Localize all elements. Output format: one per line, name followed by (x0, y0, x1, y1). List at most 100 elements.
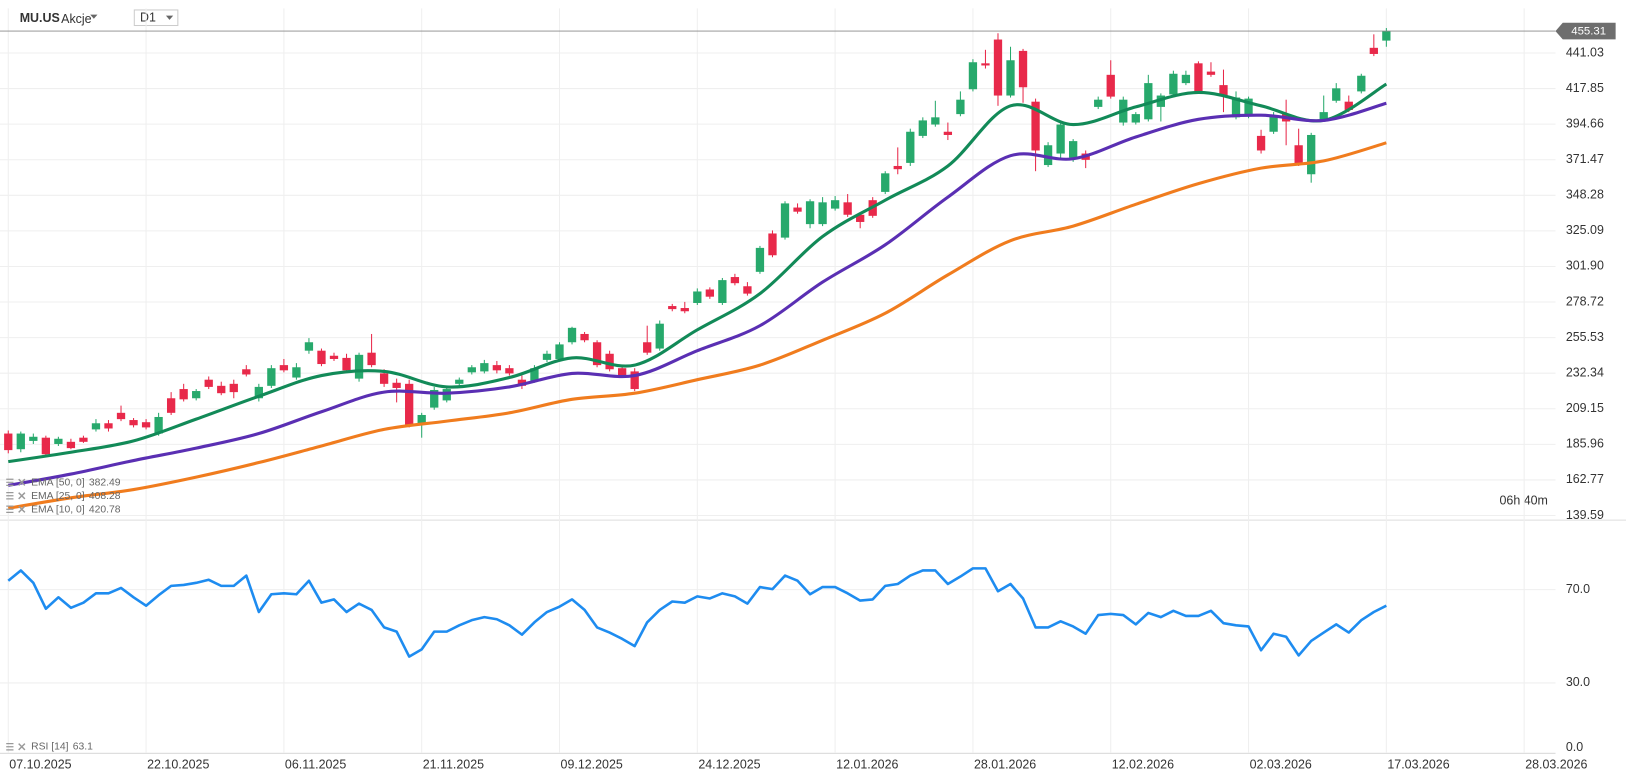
candle-body (830, 200, 840, 209)
candle-body (968, 62, 978, 90)
candle-body (918, 120, 927, 136)
candle-body (993, 39, 1003, 96)
candle-body (16, 433, 25, 450)
candle-body (480, 363, 489, 372)
legend-menu-icon[interactable] (6, 505, 14, 514)
candle-body (1006, 60, 1015, 96)
candle-body (4, 433, 13, 451)
legend-value: 408.28 (89, 491, 121, 502)
timeframe-box[interactable] (133, 9, 179, 27)
candle-body (1344, 101, 1353, 110)
candle-body (467, 367, 476, 373)
candle-body (1294, 145, 1303, 164)
candle-body (430, 389, 439, 408)
symbol-dropdown[interactable] (90, 14, 98, 19)
candle-body (329, 355, 339, 359)
candle-body (530, 368, 539, 381)
candle-body (1018, 50, 1028, 88)
candle-body (856, 214, 865, 222)
candle-body (517, 379, 527, 386)
candle-body (1106, 74, 1115, 97)
candle-body (304, 342, 314, 351)
candle-body (1357, 75, 1366, 92)
candle-body (943, 131, 953, 135)
candle-body (592, 342, 602, 366)
symbol[interactable]: MU.US (20, 11, 60, 25)
candle-body (617, 368, 627, 376)
candle-body (1332, 88, 1341, 101)
candle-body (780, 203, 790, 238)
candle-body (29, 436, 38, 441)
candle-body (41, 437, 51, 455)
x-tick-label: 17.03.2026 (1387, 758, 1449, 772)
candle-body (242, 369, 251, 375)
candle-body (768, 233, 777, 256)
candle-body (1169, 73, 1178, 95)
candle-body (254, 386, 263, 399)
timeframe-dropdown[interactable] (165, 15, 174, 20)
y-tick-label: 209.15 (1566, 401, 1604, 415)
ema-line (8, 141, 1387, 510)
candle-body (1094, 99, 1103, 107)
legend-remove-icon[interactable] (18, 505, 26, 513)
candle-body (405, 383, 414, 426)
candle-body (267, 368, 276, 386)
candle-body (931, 117, 940, 125)
y-tick-label: 301.90 (1566, 259, 1604, 273)
y-tick-label: 348.28 (1566, 188, 1604, 202)
y-tick-label: 325.09 (1566, 223, 1604, 237)
candle-body (1307, 134, 1316, 175)
y-tick-label: 70.0 (1566, 582, 1590, 596)
candle-body (1056, 124, 1065, 154)
legend-entry: EMA [50, 0] 382.49 (31, 477, 121, 488)
last-price-label: 455.31 (1571, 26, 1606, 38)
y-tick-label: 394.66 (1566, 116, 1604, 130)
candle-body (1194, 63, 1203, 92)
candle-body (317, 350, 326, 365)
legend-name: EMA [25, 0] (31, 491, 85, 502)
candle-body (580, 333, 589, 341)
legend-entry: RSI [14] 63.1 (31, 741, 93, 752)
candle-body (643, 342, 652, 353)
candle-body (718, 280, 727, 303)
legend-menu-icon[interactable] (6, 478, 14, 487)
x-tick-label: 09.12.2025 (561, 758, 623, 772)
candle-body (379, 373, 389, 384)
candle-body (1206, 71, 1216, 75)
timeframe[interactable]: D1 (140, 11, 156, 25)
candle-body (655, 323, 664, 349)
candle-body (116, 412, 126, 420)
candle-body (354, 354, 364, 379)
legend-entry: EMA [25, 0] 408.28 (31, 491, 121, 502)
candle-body (542, 353, 552, 360)
candle-body (292, 367, 301, 378)
candle-body (1144, 83, 1153, 120)
candle-body (1231, 97, 1241, 118)
candle-body (141, 422, 151, 428)
candle-body (204, 379, 213, 387)
candle-body (217, 385, 226, 394)
candle-body (668, 306, 677, 310)
legend-menu-icon[interactable] (6, 492, 14, 500)
candle-body (367, 352, 376, 366)
legend-value: 420.78 (89, 504, 121, 515)
legend-value: 63.1 (73, 741, 93, 752)
candle-body (342, 357, 351, 371)
candle-body (693, 291, 702, 303)
legend-remove-icon[interactable] (18, 492, 26, 500)
candle-body (154, 416, 163, 434)
legend-remove-icon[interactable] (18, 743, 26, 751)
legend-menu-icon[interactable] (6, 743, 14, 751)
legend-remove-icon[interactable] (18, 478, 26, 486)
x-tick-label: 07.10.2025 (9, 758, 71, 772)
candle-body (730, 277, 740, 284)
candle-body (455, 379, 464, 384)
legend-name: EMA [50, 0] (31, 477, 85, 488)
candle-body (743, 286, 752, 294)
candle-body (906, 131, 915, 163)
candle-body (1244, 98, 1253, 117)
candle-body (417, 414, 426, 424)
candle-body (179, 389, 188, 400)
legend-entry: EMA [10, 0] 420.78 (31, 504, 121, 515)
